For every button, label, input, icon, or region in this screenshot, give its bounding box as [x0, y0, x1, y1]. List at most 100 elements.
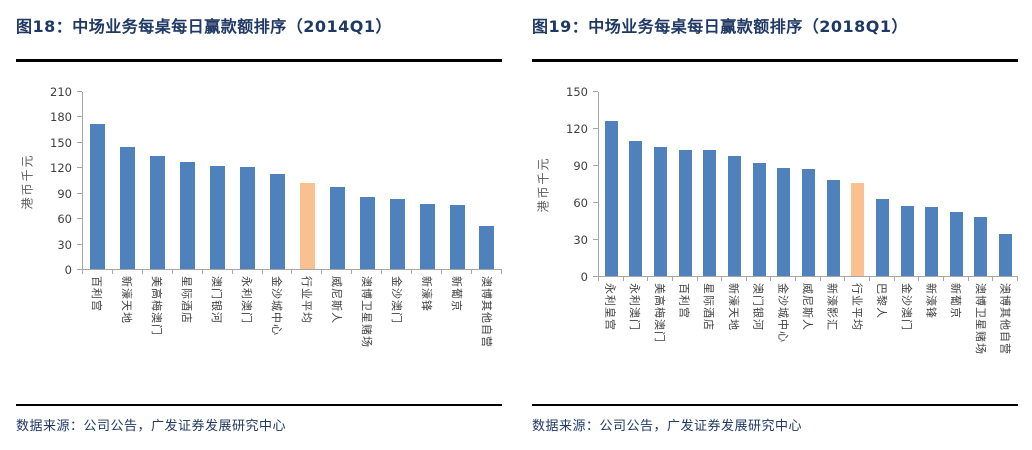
bar-slot — [203, 92, 233, 269]
y-tick-label: 150 — [50, 135, 72, 150]
bar-slot — [722, 92, 747, 276]
x-tick-mark — [352, 270, 383, 274]
bar-slot — [845, 92, 870, 276]
x-category-label: 百利宫 — [672, 283, 697, 393]
data-source: 数据来源：公司公告，广发证券发展研究中心 — [16, 419, 287, 434]
bar — [875, 198, 889, 276]
x-category-label: 澳博其他自营 — [472, 276, 502, 386]
y-axis-title-text: 港币千元 — [536, 156, 551, 213]
x-category-label-text: 金沙城中心 — [776, 283, 790, 343]
x-category-label: 巴黎人 — [870, 283, 895, 393]
y-tick-label: 180 — [50, 110, 72, 125]
x-tick-mark — [771, 277, 797, 281]
bar — [604, 121, 618, 276]
y-tick-mark — [593, 276, 598, 277]
bar — [90, 124, 106, 269]
bar-slot — [233, 92, 263, 269]
x-category-label-text: 澳博其他自营 — [480, 276, 493, 348]
y-axis-title: 港币千元 — [16, 92, 38, 270]
x-category-label-text: 永利澳门 — [240, 276, 253, 324]
bar — [269, 173, 285, 269]
x-category-label-text: 新濠天地 — [120, 276, 133, 324]
bar-slot — [673, 92, 698, 276]
x-tick-mark — [747, 277, 772, 281]
source-block: 数据来源：公司公告，广发证券发展研究中心 — [532, 404, 1018, 450]
bar-slot — [442, 92, 472, 269]
bar — [826, 180, 840, 276]
bar-slot — [143, 92, 173, 269]
x-tick-mark — [648, 277, 673, 281]
x-category-label: 新濠锋 — [919, 283, 944, 393]
x-category-label-text: 巴黎人 — [875, 283, 889, 319]
x-category-label: 美高梅澳门 — [142, 276, 172, 386]
x-category-label-text: 行业平均 — [300, 276, 313, 324]
y-tick-label: 120 — [566, 122, 588, 136]
source-block: 数据来源：公司公告，广发证券发展研究中心 — [16, 404, 502, 450]
x-tick-mark — [895, 277, 920, 281]
y-tick-mark — [77, 218, 82, 220]
x-tick-mark — [698, 277, 723, 281]
bar — [329, 187, 345, 269]
bar-slot — [382, 92, 412, 269]
y-tick-mark — [77, 141, 82, 143]
bar — [801, 169, 815, 276]
x-category-label-text: 澳博卫星赌场 — [973, 283, 987, 355]
x-category-label: 新葡京 — [442, 276, 472, 386]
x-tick-mark — [673, 277, 698, 281]
y-tick-label: 0 — [64, 263, 72, 277]
bar — [629, 141, 643, 276]
x-category-label: 新葡京 — [944, 283, 969, 393]
x-category-label: 澳博卫星赌场 — [969, 283, 994, 393]
bar-slot — [412, 92, 442, 269]
x-category-label: 行业平均 — [845, 283, 870, 393]
bar — [419, 204, 435, 269]
x-tick-mark — [845, 277, 871, 281]
x-category-label: 美高梅澳门 — [647, 283, 672, 393]
y-tick-mark — [77, 167, 82, 169]
y-tick-mark — [77, 91, 82, 92]
x-category-label: 新濠锋 — [412, 276, 442, 386]
x-tick-mark — [599, 277, 624, 281]
x-category-label: 永利澳门 — [232, 276, 262, 386]
x-category-label-text: 新濠锋 — [420, 276, 433, 312]
bar-slot — [472, 92, 502, 269]
y-tick-label: 90 — [57, 186, 72, 201]
x-category-label-text: 新葡京 — [949, 283, 963, 319]
y-tick-mark — [77, 116, 82, 118]
x-tick-mark — [233, 270, 263, 274]
x-category-label-text: 百利宫 — [90, 276, 103, 312]
bar — [120, 146, 136, 269]
x-category-label: 金沙城中心 — [771, 283, 796, 393]
bar-slot — [173, 92, 203, 269]
bar — [678, 149, 692, 276]
bar — [479, 226, 495, 269]
y-axis-title: 港币千元 — [532, 92, 554, 277]
bar-slot — [83, 92, 113, 269]
x-category-label: 永利澳门 — [623, 283, 648, 393]
bar — [703, 149, 717, 276]
title-divider — [16, 59, 502, 62]
bar-series — [599, 92, 1018, 276]
data-source: 数据来源：公司公告，广发证券发展研究中心 — [532, 419, 803, 434]
y-axis: 0 30 60 90 120 150 — [554, 85, 598, 284]
bar-slot — [648, 92, 673, 276]
x-tick-mark — [624, 277, 649, 281]
bar — [999, 234, 1013, 276]
x-category-label: 星际酒店 — [697, 283, 722, 393]
y-tick-label: 60 — [57, 212, 72, 227]
bar-slot — [895, 92, 920, 276]
plot-area — [598, 92, 1018, 277]
x-category-label-text: 威尼斯人 — [330, 276, 343, 324]
bar-slot — [796, 92, 821, 276]
y-tick-mark — [77, 192, 82, 194]
bar — [240, 167, 256, 269]
bar — [728, 155, 742, 276]
x-tick-mark — [821, 277, 846, 281]
x-category-label: 威尼斯人 — [796, 283, 821, 393]
x-category-label-text: 新濠锋 — [924, 283, 938, 319]
x-category-label: 澳门银河 — [202, 276, 232, 386]
x-category-label: 新濠天地 — [112, 276, 142, 386]
bar — [777, 168, 791, 276]
source-divider — [532, 404, 1018, 406]
x-category-label-text: 金沙城中心 — [270, 276, 283, 336]
